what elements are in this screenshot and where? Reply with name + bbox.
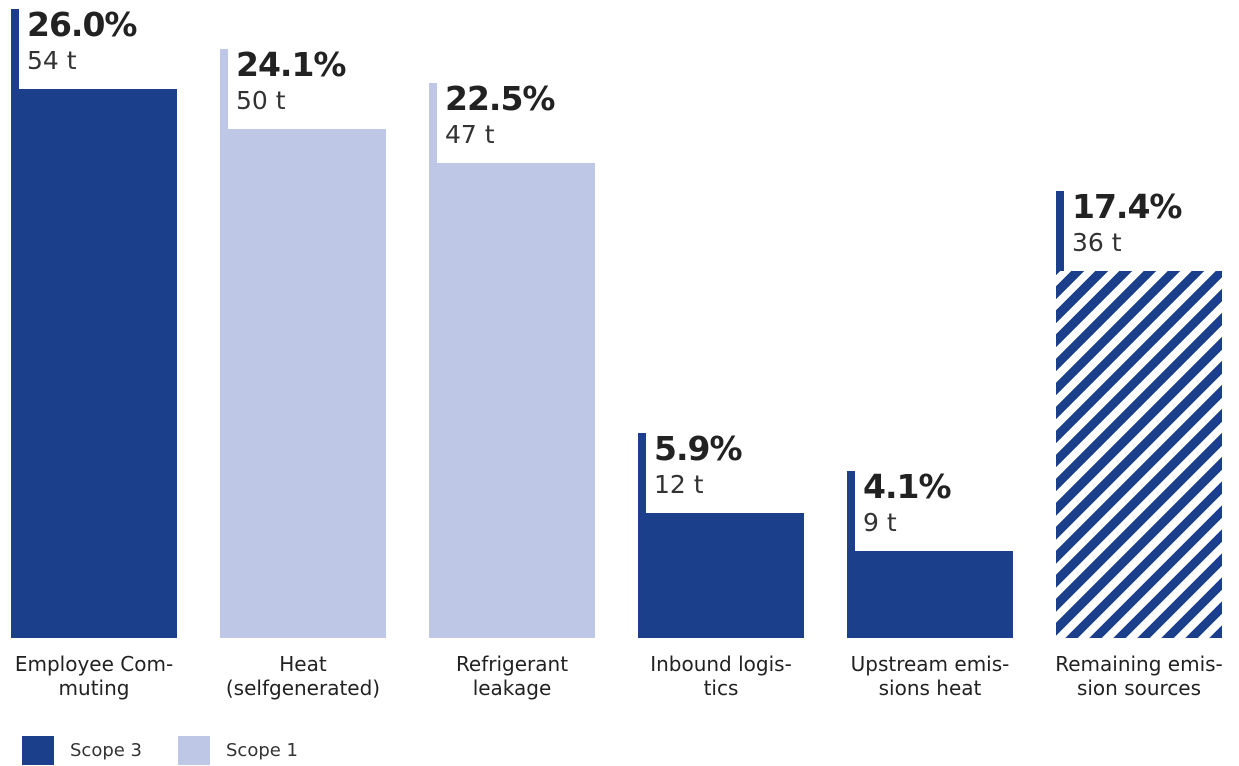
bar-0-label-marker [11, 9, 19, 89]
bar-1-label-marker [220, 49, 228, 130]
bar-1 [220, 129, 386, 638]
bar-0-category-label-line: muting [58, 676, 130, 700]
bar-2-tons-label: 47 t [445, 119, 495, 149]
legend-swatch-scope3 [22, 736, 54, 765]
bar-0-category-label-line: Employee Com- [14, 652, 174, 676]
bar-5-category-label-line: Remaining emis- [1055, 652, 1223, 676]
bar-4-label-marker [847, 471, 855, 552]
bar-2-category-label-line: Refrigerant [455, 652, 569, 676]
bar-4-tons-label: 9 t [863, 508, 897, 538]
bar-5-category-label: Remaining emis-sion sources [1039, 652, 1239, 700]
bar-3 [638, 513, 804, 638]
bar-4-percent-label: 4.1% [863, 467, 952, 507]
bar-5-category-label-line: sion sources [1076, 676, 1202, 700]
bar-3-tons-label: 12 t [654, 470, 704, 500]
bar-5 [1056, 270, 1222, 638]
bar-2-label-marker [429, 82, 437, 163]
legend-label-scope1: Scope 1 [226, 740, 299, 761]
bar-0 [11, 89, 177, 638]
bar-2-percent-label: 22.5% [445, 78, 555, 118]
bar-0-category-label: Employee Com-muting [0, 652, 194, 700]
bar-3-label-marker [638, 433, 646, 514]
bar-2 [429, 162, 595, 638]
bar-2-category-label: Refrigerant leakage [412, 652, 612, 700]
bar-1-percent-label: 24.1% [236, 45, 346, 85]
bar-2-category-label-line: leakage [472, 676, 552, 700]
bar-0-percent-label: 26.0% [27, 5, 137, 44]
bar-1-category-label: Heat (selfgenerated) [203, 652, 403, 700]
bar-4-category-label: Upstream emis-sions heat [830, 652, 1030, 700]
bar-3-category-label-line: Inbound logis- [650, 652, 792, 676]
bar-5-label-marker [1056, 190, 1064, 271]
bar-5-tons-label: 36 t [1072, 227, 1122, 257]
legend-label-scope3: Scope 3 [70, 740, 143, 761]
bar-4 [847, 551, 1013, 638]
bar-5-percent-label: 17.4% [1072, 186, 1182, 226]
bar-0-tons-label: 54 t [27, 46, 77, 75]
bar-4-category-label-line: Upstream emis- [850, 652, 1010, 676]
legend-swatch-scope1 [178, 736, 210, 765]
bar-3-category-label-line: tics [703, 676, 739, 700]
bar-4-category-label-line: sions heat [878, 676, 982, 700]
bar-3-percent-label: 5.9% [654, 429, 743, 469]
bar-3-category-label: Inbound logis-tics [621, 652, 821, 700]
bar-1-tons-label: 50 t [236, 86, 286, 116]
bar-1-category-label-line: Heat (selfgenerated) [225, 652, 381, 700]
